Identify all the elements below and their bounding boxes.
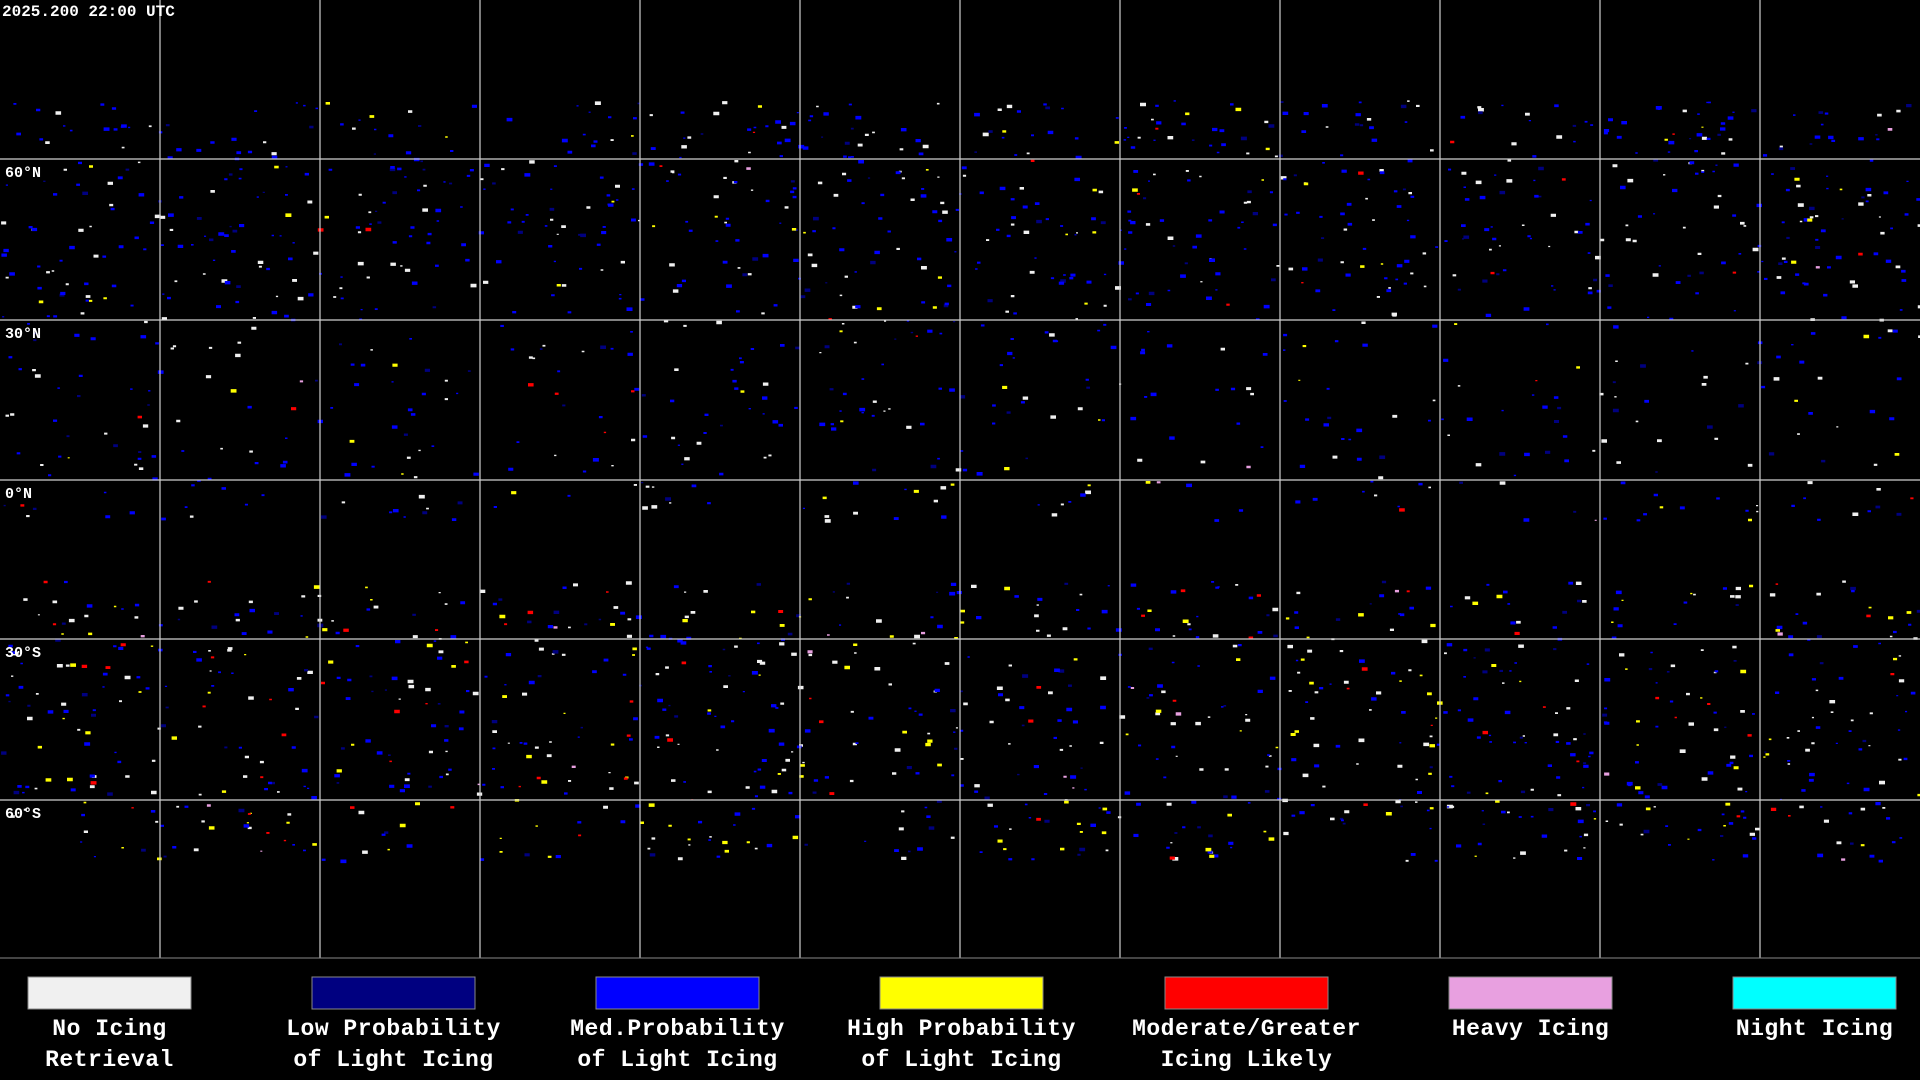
legend-swatch bbox=[311, 976, 476, 1010]
latitude-label: 60°N bbox=[5, 165, 41, 182]
graticule bbox=[0, 0, 1920, 958]
legend-label: of Light Icing bbox=[577, 1047, 777, 1073]
legend-label: of Light Icing bbox=[293, 1047, 493, 1073]
legend-label: Heavy Icing bbox=[1452, 1016, 1609, 1042]
legend-swatch bbox=[595, 976, 760, 1010]
latitude-label: 30°S bbox=[5, 645, 41, 662]
legend-label: Moderate/Greater bbox=[1132, 1016, 1361, 1042]
legend-label: Low Probability bbox=[286, 1016, 501, 1042]
legend-swatch bbox=[879, 976, 1044, 1010]
legend-swatch bbox=[27, 976, 192, 1010]
latitude-labels: 60°N 30°N 0°N 30°S 60°S bbox=[5, 165, 41, 823]
legend-label: No Icing bbox=[52, 1016, 166, 1042]
latitude-label: 0°N bbox=[5, 486, 32, 503]
legend-swatch bbox=[1164, 976, 1329, 1010]
legend-label: of Light Icing bbox=[861, 1047, 1061, 1073]
legend-label: Icing Likely bbox=[1161, 1047, 1333, 1073]
timestamp: 2025.200 22:00 UTC bbox=[2, 3, 175, 21]
legend-swatch bbox=[1732, 976, 1897, 1010]
legend-label: Retrieval bbox=[45, 1047, 174, 1073]
legend-label: High Probability bbox=[847, 1016, 1076, 1042]
legend: No Icing Retrieval Low Probability of Light… bbox=[27, 976, 1897, 1073]
latitude-label: 60°S bbox=[5, 806, 41, 823]
legend-label: Night Icing bbox=[1736, 1016, 1893, 1042]
legend-label: Med.Probability bbox=[570, 1016, 785, 1042]
latitude-label: 30°N bbox=[5, 326, 41, 343]
legend-swatch bbox=[1448, 976, 1613, 1010]
